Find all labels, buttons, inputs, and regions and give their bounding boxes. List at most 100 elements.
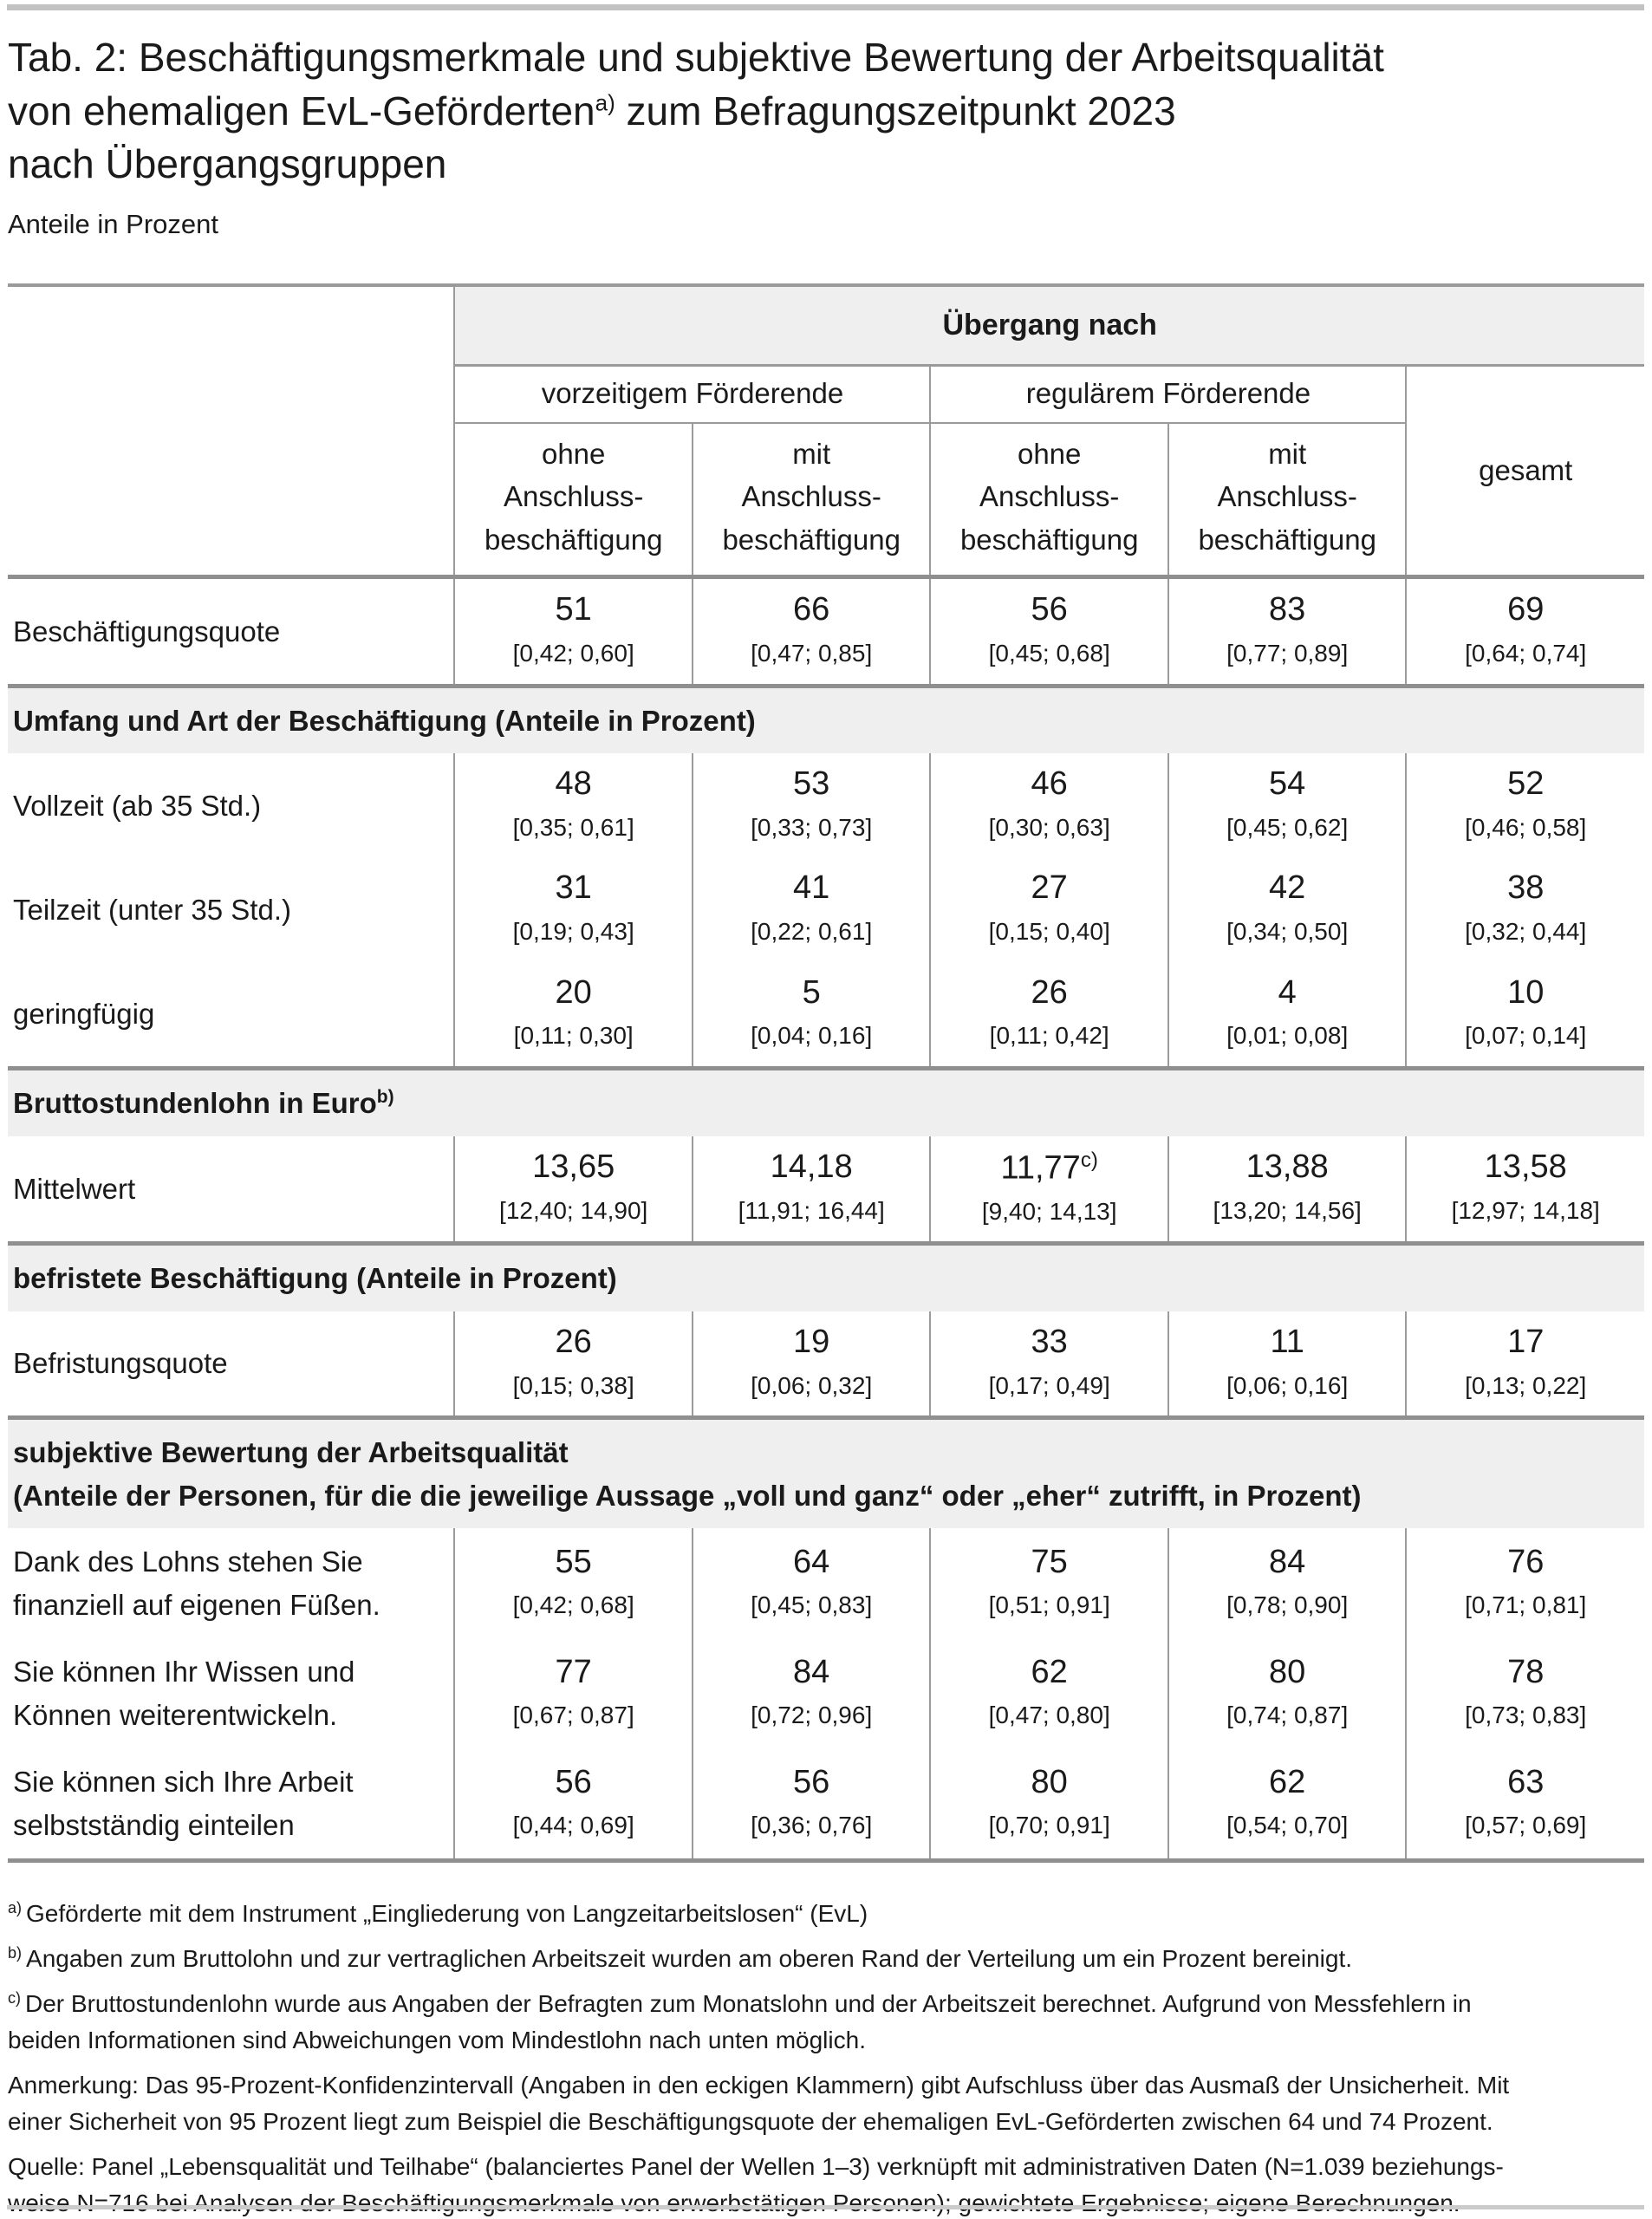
- figure-title: Tab. 2: Beschäftigungsmerkmale und subje…: [8, 31, 1644, 192]
- footnote-marker: a): [8, 1898, 23, 1916]
- table-cell: 19 [0,06; 0,32]: [691, 1311, 931, 1418]
- cell-value: 19: [793, 1323, 830, 1360]
- column-header-gesamt: gesamt: [1405, 365, 1644, 580]
- footnote-marker: c): [8, 1988, 21, 2007]
- cell-confidence-interval: [0,64; 0,74]: [1465, 640, 1587, 667]
- cell-confidence-interval: [0,36; 0,76]: [751, 1812, 873, 1839]
- cell-confidence-interval: [0,47; 0,80]: [988, 1702, 1110, 1729]
- table-row-teilzeit: Teilzeit (unter 35 Std.) 31 [0,19; 0,43] …: [8, 857, 1644, 962]
- cell-confidence-interval: [0,11; 0,30]: [513, 1022, 634, 1050]
- cell-value: 4: [1278, 973, 1297, 1011]
- cell-value: 33: [1031, 1323, 1068, 1360]
- row-label: Beschäftigungsquote: [13, 615, 281, 647]
- column-header-ohne-anschluss-2: ohne Anschluss- beschäftigung: [929, 422, 1168, 580]
- table-row-vollzeit: Vollzeit (ab 35 Std.) 48 [0,35; 0,61] 53 […: [8, 753, 1644, 858]
- column-header-mit-anschluss-2: mit Anschluss- beschäftigung: [1167, 422, 1407, 580]
- table-cell: 20 [0,11; 0,30]: [453, 961, 693, 1069]
- row-label: Sie können Ihr Wissen und Können weitere…: [13, 1656, 355, 1731]
- table-row-wissen-weiterentwickeln: Sie können Ihr Wissen und Können weitere…: [8, 1638, 1644, 1749]
- table-cell: 84 [0,78; 0,90]: [1167, 1528, 1407, 1639]
- cell-value: 66: [793, 591, 830, 628]
- column-group-right: regulärem Förderende: [929, 365, 1407, 424]
- cell-confidence-interval: [0,42; 0,68]: [512, 1591, 634, 1619]
- table-cell: 80 [0,70; 0,91]: [929, 1748, 1168, 1864]
- cell-confidence-interval: [13,20; 14,56]: [1213, 1197, 1362, 1225]
- table-cell: 77 [0,67; 0,87]: [453, 1638, 693, 1749]
- table-cell: 62 [0,47; 0,80]: [929, 1638, 1168, 1749]
- table-row-befristungsquote: Befristungsquote 26 [0,15; 0,38] 19 [0,06;…: [8, 1311, 1644, 1418]
- footnote-b: b) Angaben zum Bruttolohn und zur vertrag…: [8, 1941, 1644, 1977]
- table-cell: 26 [0,15; 0,38]: [453, 1311, 693, 1418]
- cell-confidence-interval: [0,54; 0,70]: [1226, 1812, 1349, 1839]
- table-cell: 11 [0,06; 0,16]: [1167, 1311, 1407, 1418]
- table-cell: 76 [0,71; 0,81]: [1405, 1528, 1644, 1639]
- cell-confidence-interval: [0,46; 0,58]: [1465, 813, 1587, 841]
- cell-confidence-interval: [9,40; 14,13]: [981, 1197, 1117, 1225]
- cell-value: 64: [793, 1543, 830, 1580]
- top-divider: [7, 4, 1644, 10]
- cell-confidence-interval: [0,01; 0,08]: [1226, 1022, 1349, 1050]
- table-cell: 64 [0,45; 0,83]: [691, 1528, 931, 1639]
- cell-value: 11,77c): [1000, 1148, 1098, 1187]
- cell-confidence-interval: [0,45; 0,62]: [1226, 813, 1349, 841]
- table-cell: 14,18 [11,91; 16,44]: [691, 1136, 931, 1244]
- section-heading: befristete Beschäftigung (Anteile in Pro…: [8, 1241, 1644, 1311]
- table-cell: 11,77c) [9,40; 14,13]: [929, 1136, 1168, 1244]
- cell-confidence-interval: [0,15; 0,40]: [988, 918, 1110, 946]
- table-row-lohn-eigene-fuesse: Dank des Lohns stehen Sie finanziell auf…: [8, 1528, 1644, 1639]
- title-line-2-text: von ehemaligen EvL-Geförderten: [8, 88, 595, 133]
- table-cell: 41 [0,22; 0,61]: [691, 857, 931, 962]
- cell-value: 46: [1031, 765, 1068, 803]
- cell-value: 63: [1507, 1763, 1545, 1800]
- cell-value: 11: [1270, 1323, 1304, 1360]
- footnote-marker-a: a): [595, 89, 615, 116]
- row-label: Vollzeit (ab 35 Std.): [13, 789, 262, 822]
- table-cell: 10 [0,07; 0,14]: [1405, 961, 1644, 1069]
- cell-value: 83: [1269, 591, 1306, 628]
- cell-confidence-interval: [0,11; 0,42]: [989, 1022, 1109, 1050]
- header-row-subcolumns: ohne Anschluss- beschäftigung mit Anschl…: [8, 422, 1644, 580]
- cell-confidence-interval: [0,67; 0,87]: [512, 1702, 634, 1729]
- table-cell: 13,58 [12,97; 14,18]: [1405, 1136, 1644, 1244]
- cell-value: 42: [1269, 869, 1306, 907]
- table-cell: 46 [0,30; 0,63]: [929, 753, 1168, 858]
- table-cell: 51 [0,42; 0,60]: [453, 576, 693, 687]
- cell-confidence-interval: [0,19; 0,43]: [512, 918, 634, 946]
- cell-confidence-interval: [0,71; 0,81]: [1465, 1591, 1587, 1619]
- cell-confidence-interval: [0,04; 0,16]: [751, 1022, 873, 1050]
- footnote-text: Geförderte mit dem Instrument „Eingliede…: [26, 1900, 868, 1928]
- row-label: Teilzeit (unter 35 Std.): [13, 893, 291, 926]
- cell-value: 52: [1507, 765, 1545, 803]
- table-cell: 13,88 [13,20; 14,56]: [1167, 1136, 1407, 1244]
- cell-confidence-interval: [0,51; 0,91]: [988, 1591, 1110, 1619]
- table-cell: 56 [0,36; 0,76]: [691, 1748, 931, 1864]
- cell-value: 5: [802, 973, 821, 1011]
- table-cell: 84 [0,72; 0,96]: [691, 1638, 931, 1749]
- cell-confidence-interval: [0,22; 0,61]: [751, 918, 873, 946]
- table-cell: 54 [0,45; 0,62]: [1167, 753, 1407, 858]
- section-heading-text: Bruttostundenlohn in Euro: [13, 1087, 377, 1119]
- figure-content: Tab. 2: Beschäftigungsmerkmale und subje…: [0, 31, 1652, 2219]
- footnote-a: a) Geförderte mit dem Instrument „Einglie…: [8, 1896, 1644, 1932]
- footnote-text: Angaben zum Bruttolohn und zur vertragli…: [26, 1945, 1353, 1973]
- cell-value: 80: [1269, 1653, 1306, 1690]
- data-table: Übergang nach vorzeitigem Förderende reg…: [8, 283, 1644, 1864]
- table-cell: 17 [0,13; 0,22]: [1405, 1311, 1644, 1418]
- cell-confidence-interval: [0,70; 0,91]: [988, 1812, 1110, 1839]
- cell-value: 69: [1507, 591, 1545, 628]
- row-label: Dank des Lohns stehen Sie finanziell auf…: [13, 1545, 380, 1621]
- table-cell: 13,65 [12,40; 14,90]: [453, 1136, 693, 1244]
- table-row-mittelwert: Mittelwert 13,65 [12,40; 14,90] 14,18 [11,…: [8, 1136, 1644, 1244]
- row-label: Befristungsquote: [13, 1347, 228, 1380]
- section-row-subjektive-bewertung: subjektive Bewertung der Arbeitsqualität…: [8, 1415, 1644, 1529]
- cell-value: 62: [1031, 1653, 1068, 1690]
- spacer-cell: [8, 285, 454, 366]
- cell-confidence-interval: [0,72; 0,96]: [751, 1702, 873, 1729]
- table-cell: 53 [0,33; 0,73]: [691, 753, 931, 858]
- bottom-divider: [7, 2205, 1644, 2209]
- footnote-marker-c: c): [1080, 1148, 1098, 1172]
- table-cell: 33 [0,17; 0,49]: [929, 1311, 1168, 1418]
- cell-confidence-interval: [0,07; 0,14]: [1465, 1022, 1587, 1050]
- figure-subtitle: Anteile in Prozent: [8, 208, 218, 239]
